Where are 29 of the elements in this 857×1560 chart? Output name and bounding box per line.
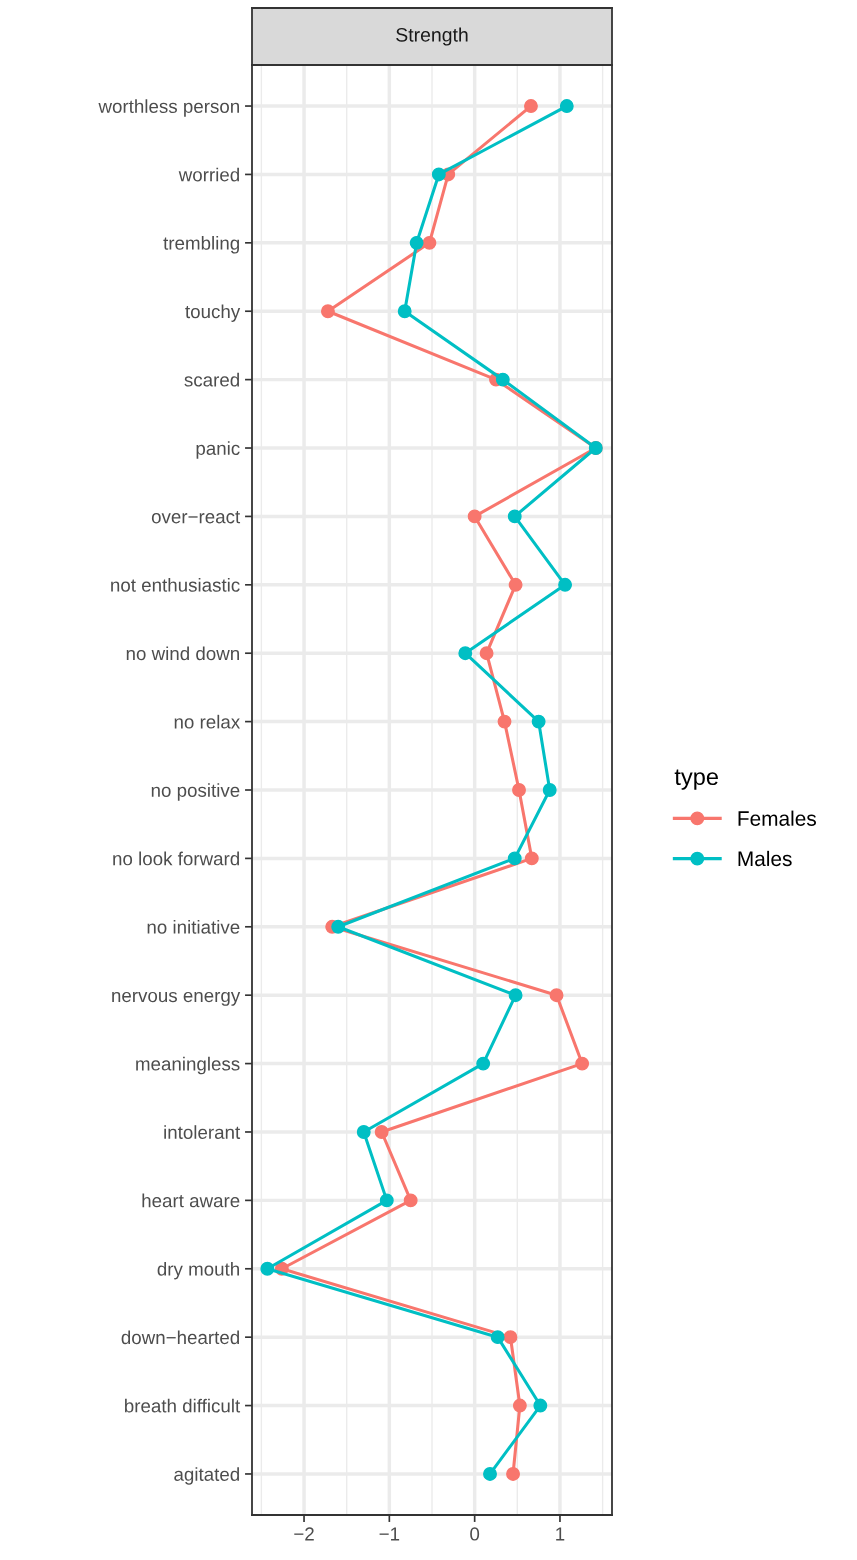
y-tick-label: nervous energy bbox=[112, 991, 241, 1006]
y-tick-label: no initiative bbox=[147, 920, 240, 934]
y-tick-label: intolerant bbox=[164, 1125, 241, 1139]
y-tick-label: not enthusiastic bbox=[111, 578, 240, 592]
y-tick-label: no look forward bbox=[113, 851, 239, 866]
y-tick-label: touchy bbox=[185, 304, 241, 322]
y-tick-label: over−react bbox=[151, 511, 241, 524]
y-tick-label: no wind down bbox=[126, 646, 239, 661]
y-tick-label: panic bbox=[196, 441, 240, 459]
y-tick-label: no positive bbox=[151, 783, 240, 801]
y-tick-label: agitated bbox=[174, 1467, 239, 1485]
y-tick-label: heart aware bbox=[142, 1193, 240, 1208]
y-tick-label: breath difficult bbox=[125, 1398, 241, 1413]
y-tick-label: meaningless bbox=[136, 1056, 240, 1075]
legend-title: type bbox=[674, 769, 718, 790]
y-tick-label: trembling bbox=[163, 236, 239, 254]
y-tick-label: worthless person bbox=[98, 99, 239, 117]
chart-title: Strength bbox=[396, 27, 468, 46]
y-tick-label: dry mouth bbox=[157, 1261, 239, 1280]
y-tick-label: down−hearted bbox=[121, 1330, 239, 1345]
legend-label: Females bbox=[738, 810, 816, 826]
x-tick-label: 0 bbox=[470, 1527, 480, 1541]
x-tick-label: −1 bbox=[379, 1527, 400, 1541]
legend-label: Males bbox=[738, 850, 792, 867]
y-tick-label: scared bbox=[184, 372, 239, 387]
y-tick-label: worried bbox=[178, 167, 239, 182]
x-tick-label: −2 bbox=[294, 1527, 314, 1541]
y-tick-label: no relax bbox=[174, 714, 240, 729]
x-tick-label: 1 bbox=[556, 1527, 565, 1541]
